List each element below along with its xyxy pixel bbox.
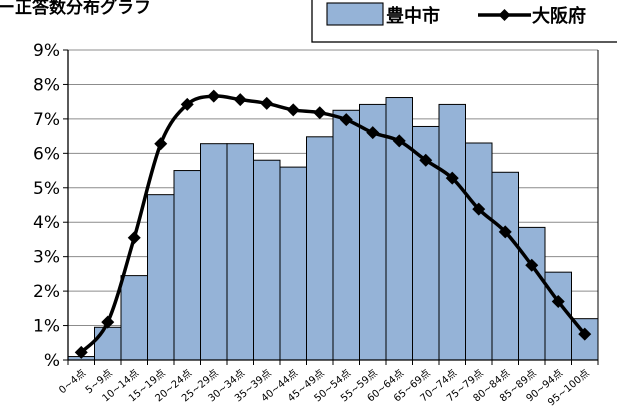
y-tick-label-6: 6%: [33, 144, 60, 164]
y-tick-label-3: 3%: [33, 248, 60, 268]
line-series-osaka: [74, 89, 592, 359]
bar-11: [359, 103, 387, 361]
bar-6: [226, 143, 254, 361]
chart-title-fragment: ー正答数分布グラフ: [0, 0, 151, 18]
bar-3: [147, 194, 175, 361]
line-point-19: [578, 327, 592, 341]
line-point-8: [286, 103, 300, 117]
line-point-17: [525, 258, 539, 272]
y-tick-label-4: 4%: [33, 213, 60, 233]
bar-8: [279, 166, 307, 361]
y-tick-label-8: 8%: [33, 75, 60, 95]
y-tick-label-9: 9%: [33, 41, 60, 61]
legend: 豊中市 大阪府: [311, 0, 617, 43]
line-point-6: [233, 93, 247, 107]
line-point-18: [551, 294, 565, 308]
line-point-10: [339, 113, 353, 127]
bar-15: [465, 142, 493, 361]
line-point-0: [74, 345, 88, 359]
line-point-2: [127, 231, 141, 245]
legend-label-osaka: 大阪府: [532, 5, 586, 27]
line-point-14: [445, 171, 459, 185]
axes: [63, 49, 599, 365]
line-point-12: [392, 134, 406, 148]
bar-2: [120, 275, 148, 361]
legend-label-toyonaka: 豊中市: [386, 5, 440, 27]
bar-17: [518, 226, 546, 361]
line-point-16: [498, 225, 512, 239]
y-tick-label-2: 2%: [33, 282, 60, 302]
bar-7: [253, 159, 281, 361]
bar-4: [173, 170, 201, 361]
line-osaka-path: [79, 94, 587, 354]
bar-series-toyonaka: [67, 97, 599, 361]
y-tick-label-7: 7%: [33, 110, 60, 130]
y-tick-label-5: 5%: [33, 179, 60, 199]
bar-9: [306, 136, 334, 361]
line-point-1: [101, 315, 115, 329]
bar-14: [438, 103, 466, 361]
line-point-9: [313, 106, 327, 120]
bar-1: [94, 326, 122, 361]
bar-16: [491, 171, 519, 361]
legend-swatch-toyonaka: [326, 2, 384, 26]
legend-marker-osaka: [498, 9, 511, 21]
line-point-7: [260, 96, 274, 110]
bar-5: [200, 143, 228, 361]
line-point-15: [472, 202, 486, 216]
y-tick-label-0: %: [44, 351, 60, 371]
y-tick-label-1: 1%: [33, 317, 60, 337]
line-point-4: [180, 97, 194, 111]
bar-18: [544, 271, 572, 361]
line-point-13: [419, 153, 433, 167]
bar-10: [332, 109, 360, 361]
line-point-11: [366, 126, 380, 140]
y-axis-tick-labels: % 1% 2% 3% 4% 5% 6% 7% 8% 9%: [33, 41, 60, 371]
line-point-5: [207, 89, 221, 103]
line-point-3: [154, 137, 168, 151]
